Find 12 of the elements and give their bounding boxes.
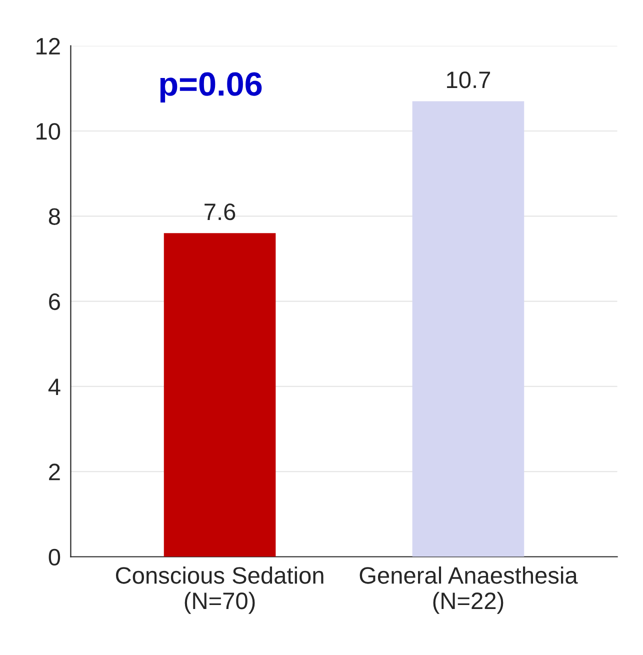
x-tick-label: Conscious Sedation (N=70) — [116, 566, 324, 614]
y-tick-label: 4 — [48, 378, 60, 396]
data-label: 10.7 — [447, 71, 490, 88]
y-tick-label: 8 — [48, 208, 60, 225]
x-tick-label: General Anaesthesia (N=22) — [360, 566, 578, 614]
data-label: 7.6 — [204, 203, 236, 220]
y-tick-label: 12 — [36, 38, 60, 54]
annotation: p=0.06 — [160, 72, 262, 102]
y-tick-label: 6 — [49, 293, 60, 310]
y-tick-label: 0 — [48, 548, 60, 566]
y-tick-label: 2 — [49, 464, 60, 480]
y-tick-label: 10 — [36, 123, 60, 140]
